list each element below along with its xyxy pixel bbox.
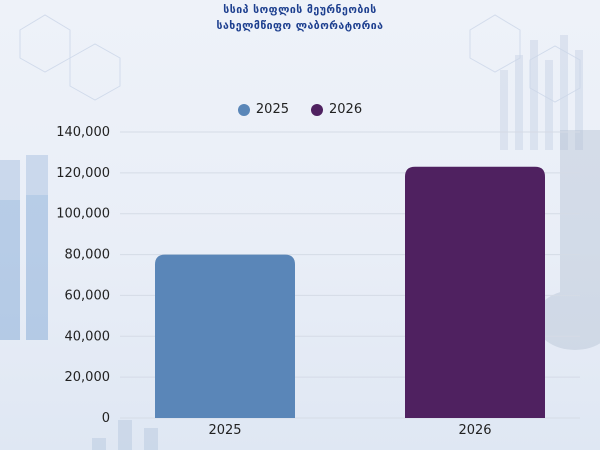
bar-2025 — [155, 254, 295, 418]
chart-legend: 2025 2026 — [0, 102, 600, 117]
legend-item-2025: 2025 — [237, 102, 289, 117]
y-tick-label: 120,000 — [56, 166, 110, 181]
legend-item-2026: 2026 — [311, 102, 362, 117]
organization-title-line1: სსიპ სოფლის მეურნეობის — [223, 4, 377, 16]
bar-2026 — [405, 166, 545, 418]
x-tick-label: 2025 — [208, 423, 241, 438]
legend-label-2025: 2025 — [255, 102, 289, 117]
y-tick-label: 40,000 — [65, 329, 111, 344]
y-tick-label: 60,000 — [65, 288, 111, 303]
legend-label-2026: 2026 — [329, 102, 363, 117]
legend-swatch-2025 — [237, 103, 250, 116]
y-tick-label: 80,000 — [65, 248, 111, 263]
organization-title-line2: სახელმწიფო ლაბორატორია — [216, 20, 384, 32]
organization-title: სსიპ სოფლის მეურნეობის სახელმწიფო ლაბორა… — [0, 2, 600, 34]
y-tick-label: 140,000 — [56, 125, 110, 140]
x-tick-label: 2026 — [458, 423, 491, 438]
y-tick-label: 0 — [102, 411, 110, 426]
y-tick-label: 20,000 — [65, 370, 111, 385]
y-tick-label: 100,000 — [56, 207, 110, 222]
legend-swatch-2026 — [311, 103, 323, 116]
